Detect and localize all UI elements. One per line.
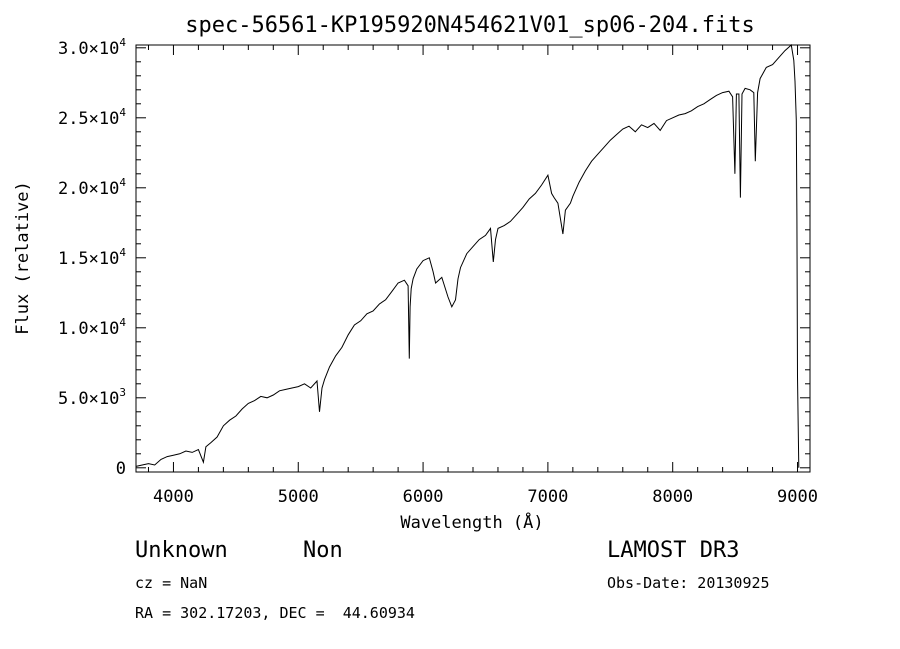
x-tick-label: 7000 bbox=[527, 487, 568, 507]
spectrum-line bbox=[135, 44, 800, 468]
redshift-label: cz = NaN bbox=[135, 574, 208, 592]
y-axis-label: Flux (relative) bbox=[13, 181, 33, 335]
survey-label: LAMOST DR3 bbox=[607, 538, 740, 563]
x-axis-label: Wavelength (Å) bbox=[400, 511, 543, 533]
x-tick-label: 8000 bbox=[652, 487, 693, 507]
y-tick-label: 1.0×104 bbox=[58, 316, 126, 339]
plot-frame bbox=[135, 44, 811, 473]
y-tick-label: 2.0×104 bbox=[58, 176, 126, 199]
y-tick-label: 3.0×104 bbox=[58, 36, 126, 59]
object-subclass: Non bbox=[303, 538, 343, 563]
x-tick-label: 5000 bbox=[278, 487, 319, 507]
coordinates-label: RA = 302.17203, DEC = 44.60934 bbox=[135, 604, 415, 622]
x-tick-label: 4000 bbox=[153, 487, 194, 507]
x-tick-label: 9000 bbox=[777, 487, 818, 507]
object-class: Unknown bbox=[135, 538, 228, 563]
y-axis: 0 5.0×103 1.0×104 1.5×104 2.0×104 2.5×104 3.0×… bbox=[58, 36, 810, 479]
y-tick-label: 1.5×104 bbox=[58, 246, 126, 269]
y-tick-label: 0 bbox=[116, 459, 126, 479]
x-tick-label: 6000 bbox=[403, 487, 444, 507]
obs-date-label: Obs-Date: 20130925 bbox=[607, 574, 770, 592]
x-axis: 4000 5000 6000 7000 8000 9000 bbox=[147, 45, 818, 507]
chart-title: spec-56561-KP195920N454621V01_sp06-204.f… bbox=[185, 13, 755, 38]
y-tick-label: 5.0×103 bbox=[58, 386, 126, 409]
y-tick-label: 2.5×104 bbox=[58, 106, 126, 129]
